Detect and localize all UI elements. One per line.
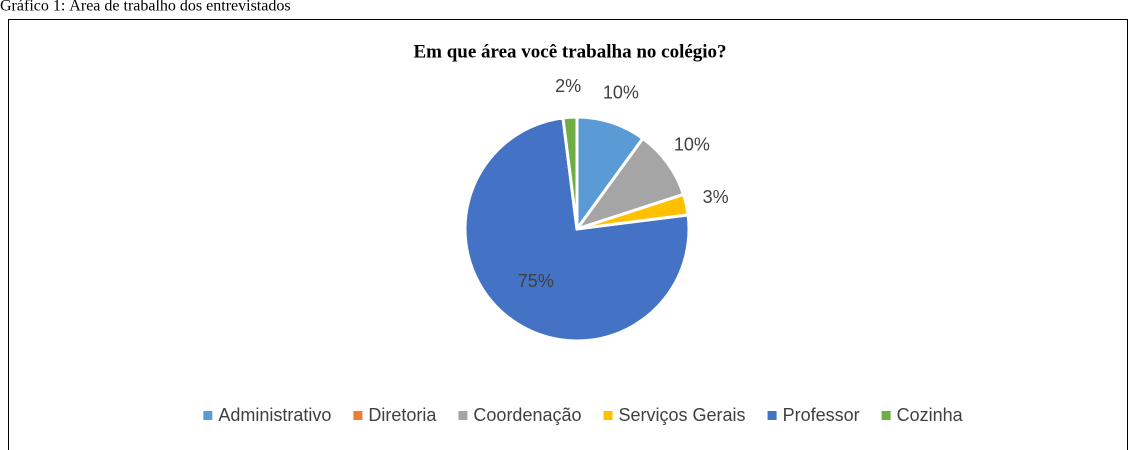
legend-swatch: [458, 411, 468, 420]
legend-swatch: [203, 411, 213, 420]
data-label: 2%: [555, 76, 581, 96]
legend-swatch: [603, 411, 613, 420]
legend-swatch: [881, 411, 891, 420]
pie-slice: [463, 116, 691, 343]
data-label: 10%: [603, 83, 639, 103]
legend-label: Administrativo: [218, 405, 331, 425]
pie-slice: [561, 115, 579, 230]
legend-label: Diretoria: [368, 405, 437, 425]
legend-swatch: [353, 411, 363, 420]
data-label: 3%: [703, 187, 729, 207]
legend-label: Professor: [783, 405, 860, 425]
legend-swatch: [767, 411, 777, 420]
legend-label: Coordenação: [473, 405, 581, 425]
legend-label: Cozinha: [897, 405, 964, 425]
data-label: 10%: [674, 134, 710, 154]
chart-title: Em que área você trabalha no colégio?: [413, 41, 726, 62]
legend-label: Serviços Gerais: [619, 405, 746, 425]
data-label: 75%: [518, 271, 554, 291]
caption: Gráfico 1: Área de trabalho dos entrevis…: [0, 0, 291, 15]
